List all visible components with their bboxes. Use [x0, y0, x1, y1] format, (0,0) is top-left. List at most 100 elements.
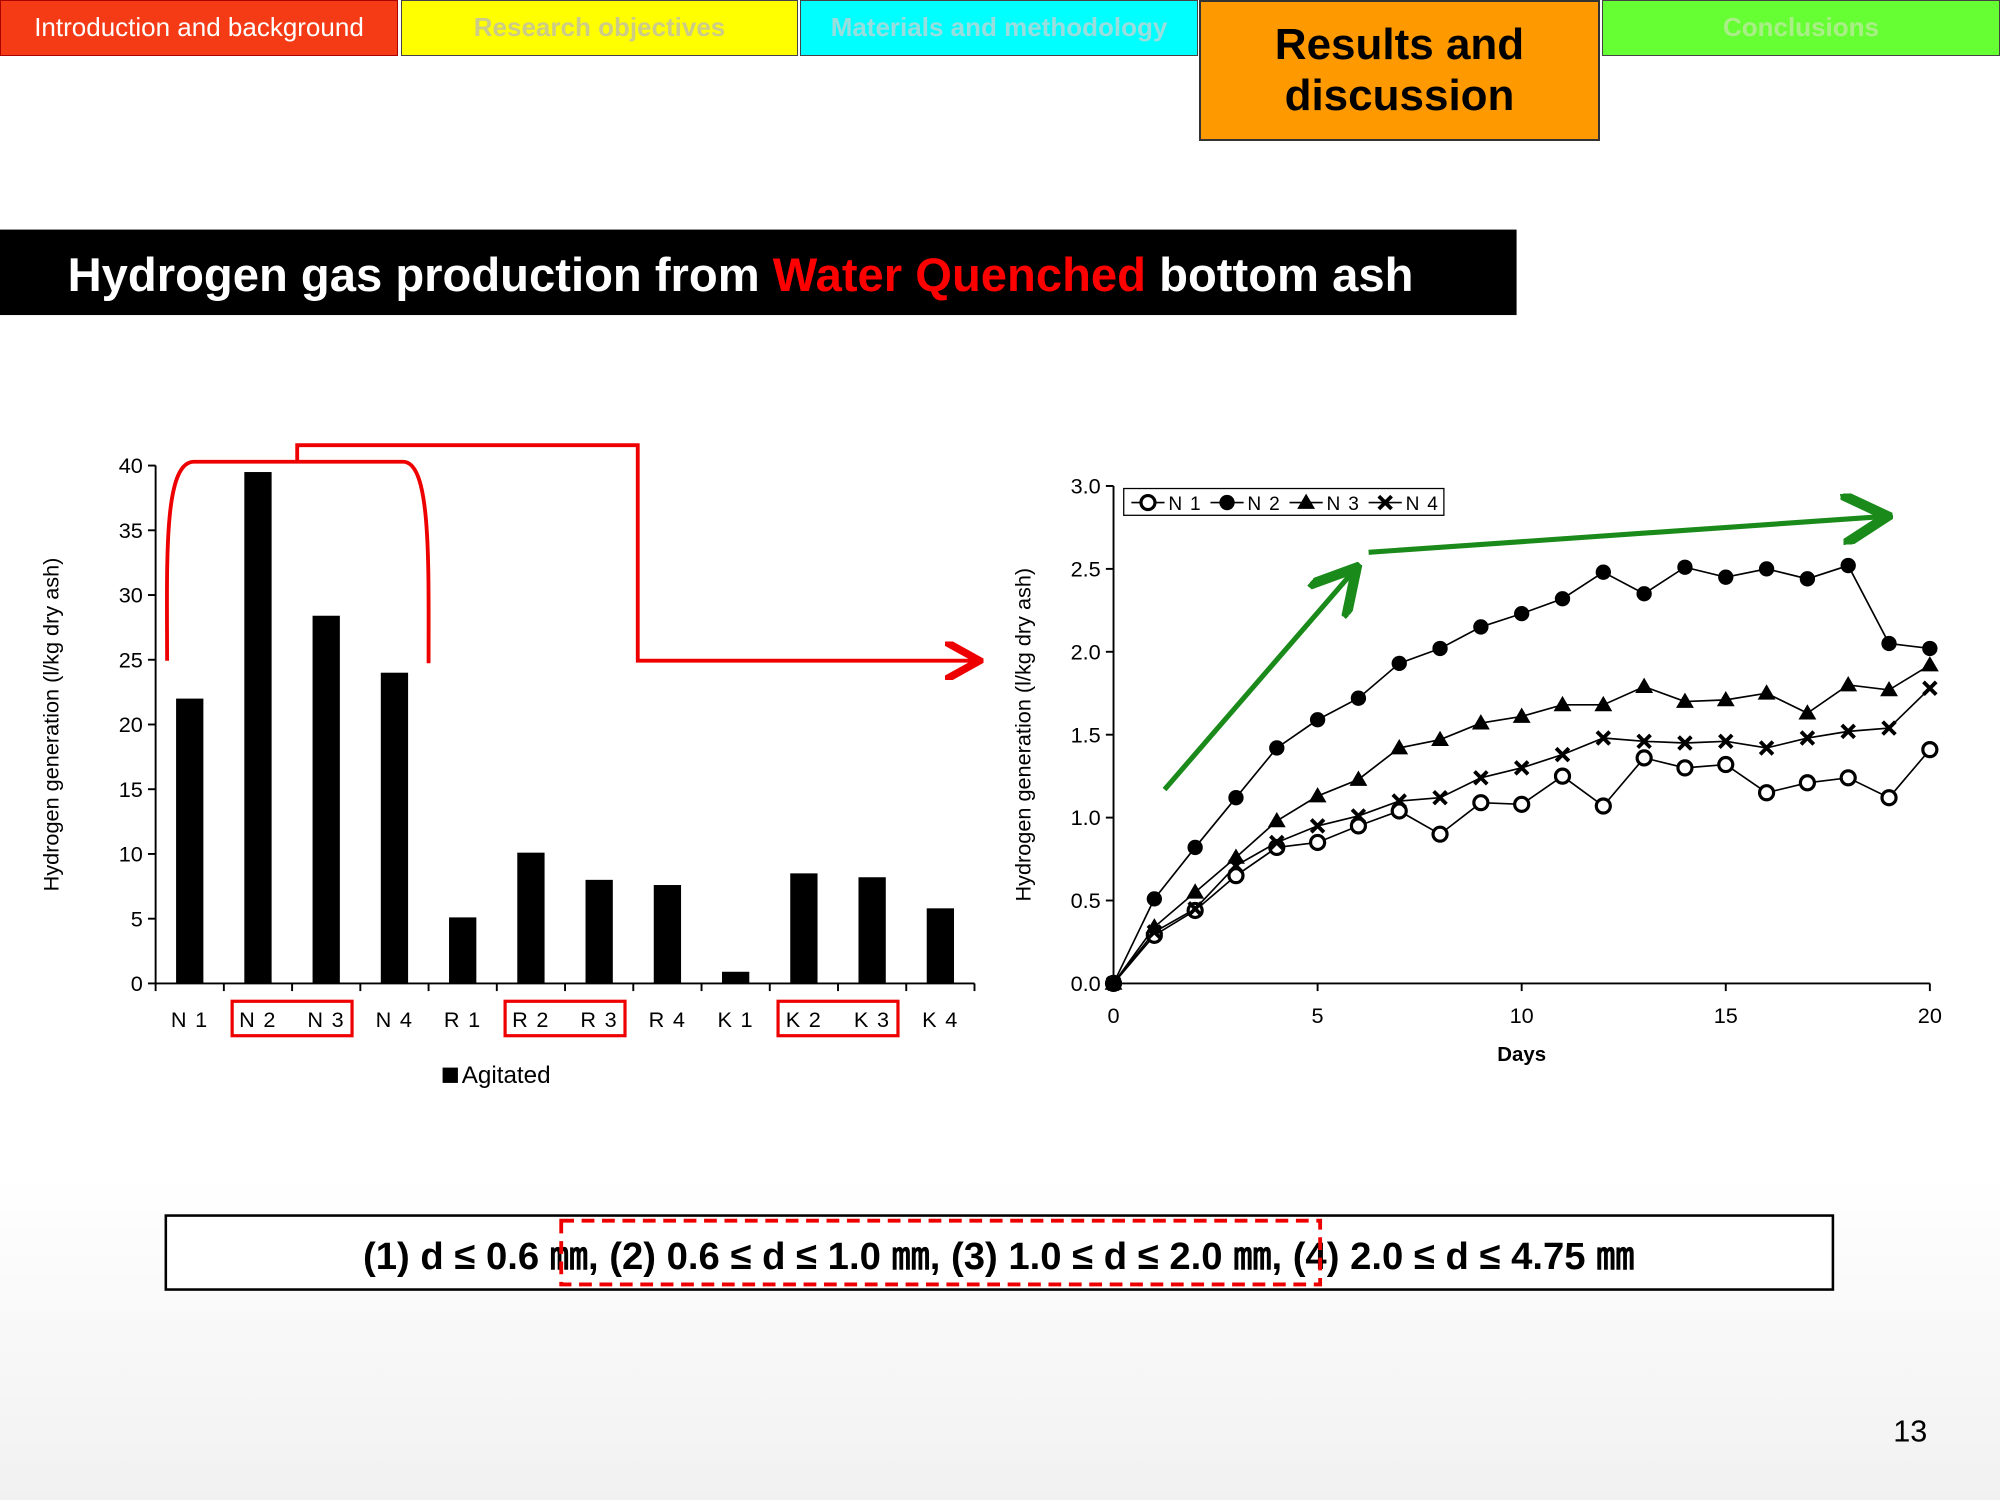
x-tick-label: 0 [1107, 1003, 1119, 1028]
y-tick-label: 25 [119, 647, 143, 672]
x-tick-label: K 2 [786, 1007, 822, 1032]
marker [1227, 867, 1245, 885]
x-tick-label: 20 [1918, 1003, 1942, 1028]
marker [1594, 695, 1613, 712]
marker [1840, 723, 1856, 740]
marker [1308, 787, 1327, 803]
title-part: bottom ash [1146, 249, 1413, 302]
slide-title: Hydrogen gas production from Water Quenc… [68, 249, 1414, 302]
nav-tab[interactable]: Conclusions [1602, 0, 2000, 56]
legend-marker [1139, 493, 1157, 512]
marker [1554, 746, 1571, 763]
marker [1676, 759, 1694, 777]
nav-tab[interactable]: Materials and methodology [800, 0, 1198, 56]
marker [1677, 559, 1693, 575]
x-tick-label: N 4 [376, 1007, 414, 1032]
legend-label: N 2 [1247, 494, 1281, 515]
marker [1880, 680, 1898, 697]
marker [1758, 561, 1775, 577]
marker [1187, 839, 1203, 856]
marker [1432, 789, 1448, 806]
marker [1146, 891, 1162, 907]
marker [1269, 740, 1285, 756]
marker [1839, 769, 1857, 787]
marker [1718, 569, 1734, 585]
marker [1473, 619, 1489, 635]
marker [1594, 797, 1612, 815]
marker [1350, 690, 1367, 706]
marker [1432, 640, 1448, 657]
marker [1635, 677, 1654, 693]
nav-tab[interactable]: Introduction and background [0, 0, 398, 56]
marker [1920, 656, 1939, 672]
marker [1716, 690, 1735, 707]
marker [1146, 924, 1163, 940]
highlight-box [776, 999, 900, 1038]
y-tick-label: 40 [119, 453, 143, 478]
marker [1513, 795, 1531, 813]
x-tick-label: R 2 [512, 1007, 550, 1032]
legend-marker [1219, 494, 1235, 511]
bar [312, 615, 340, 984]
y-tick-label: 35 [119, 518, 143, 543]
marker [1553, 767, 1572, 785]
marker [1267, 811, 1286, 828]
nav-tab[interactable]: Research objectives [401, 0, 798, 56]
y-tick-label: 0.5 [1071, 888, 1101, 913]
footnote: (1) d ≤ 0.6 ㎜, (2) 0.6 ≤ d ≤ 1.0 ㎜, (3) … [363, 1235, 1634, 1278]
legend-marker [1297, 493, 1316, 509]
title-part: Hydrogen gas production from [68, 249, 773, 302]
marker [1472, 794, 1490, 812]
legend-label: N 3 [1327, 494, 1361, 515]
highlight-box [503, 999, 627, 1038]
marker [1798, 704, 1817, 720]
marker [1431, 825, 1449, 843]
bracket [165, 459, 431, 664]
marker [1309, 712, 1326, 728]
charts: 0 5 10 15 20 25 30 35 40 N 1 N 2 N 3 N 4 R 1 R 2 R 3 R 4… [39, 453, 1942, 1089]
marker [1595, 730, 1612, 746]
x-tick-label: K 1 [717, 1007, 753, 1032]
marker [1799, 730, 1816, 746]
marker [1757, 684, 1776, 700]
legend-label: Agitated [462, 1062, 551, 1089]
page-number: 13 [1893, 1414, 1927, 1448]
marker [1839, 676, 1858, 692]
nav-tab-active[interactable]: Results and discussion [1199, 0, 1600, 141]
marker [1431, 730, 1449, 747]
marker [1922, 680, 1938, 696]
marker [1717, 755, 1735, 774]
arrow [295, 443, 976, 661]
legend-label: N 1 [1168, 494, 1202, 515]
marker [1186, 883, 1205, 899]
marker [1349, 817, 1368, 835]
marker [1105, 975, 1122, 992]
y-tick-label: 1.0 [1071, 805, 1101, 830]
marker [1757, 784, 1776, 802]
bar [449, 917, 477, 984]
x-tick-label: R 3 [580, 1007, 618, 1032]
y-axis-label: Hydrogen generation (l/kg dry ash) [1011, 568, 1036, 902]
x-tick-label: K 4 [922, 1007, 958, 1032]
trend-arrow [1368, 517, 1883, 555]
legend-label: N 4 [1406, 494, 1440, 515]
x-tick-label: N 1 [171, 1007, 209, 1032]
x-tick-label: R 1 [444, 1007, 482, 1032]
y-tick-label: 10 [119, 842, 143, 867]
marker [1881, 720, 1897, 736]
marker [1473, 770, 1489, 786]
marker [1635, 749, 1653, 767]
y-tick-label: 2.0 [1071, 639, 1101, 664]
x-tick-label: 15 [1714, 1003, 1738, 1028]
x-tick-label: K 3 [854, 1007, 890, 1032]
x-tick-label: N 3 [307, 1007, 345, 1032]
bar [176, 698, 204, 984]
marker [1840, 557, 1856, 574]
marker [1309, 818, 1326, 834]
marker [1308, 833, 1327, 852]
x-tick-label: R 4 [649, 1007, 687, 1032]
marker [1922, 640, 1938, 657]
y-tick-label: 15 [119, 777, 143, 802]
